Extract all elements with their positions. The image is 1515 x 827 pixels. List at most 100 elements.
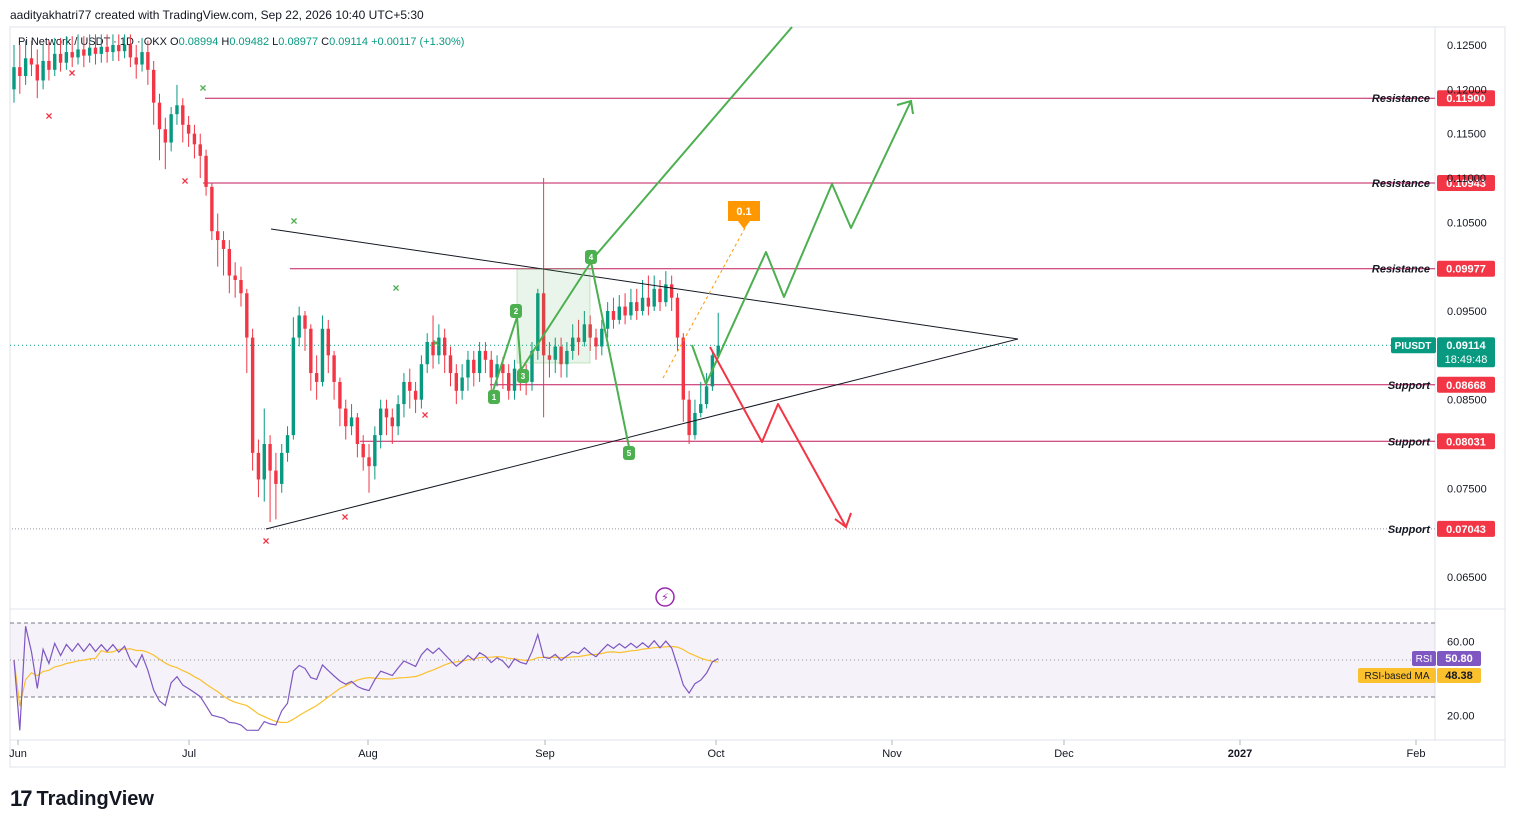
level-lines: Resistance 0.11900 Resistance 0.10943 Resist… <box>10 90 1495 537</box>
candle-body <box>344 408 348 427</box>
chart-grid <box>9 26 1506 768</box>
rsi-ma-value: 48.38 <box>1445 670 1473 682</box>
bearish-path <box>709 346 847 528</box>
candle-body <box>18 67 22 77</box>
candle-body <box>23 58 28 77</box>
candle-body <box>309 328 313 374</box>
candle-body <box>128 45 133 58</box>
candle-body <box>169 114 173 143</box>
candle-body <box>221 240 226 249</box>
lightning-glyph-icon: ⚡ <box>661 592 669 604</box>
ohlc-open-label: O <box>170 36 179 48</box>
candle-body <box>268 444 272 471</box>
time-tick-label: Nov <box>882 748 902 760</box>
wave-label-badge <box>517 369 529 383</box>
candle-body <box>227 248 232 276</box>
bullish-path <box>691 100 912 385</box>
candle-body <box>704 386 709 405</box>
candle-body <box>501 364 505 374</box>
current-price-tag <box>1437 337 1495 368</box>
orange-dashed-projection <box>662 227 746 379</box>
candle-body <box>99 46 103 54</box>
candle-body <box>565 350 569 365</box>
candle-body <box>93 47 98 54</box>
wave-label-badge <box>488 390 500 404</box>
ohlc-high: 0.09482 <box>229 36 270 48</box>
candle-body <box>687 399 691 436</box>
level-label: Support <box>1388 436 1431 448</box>
rsi-line <box>13 626 719 731</box>
axes-layer: 0.12500 0.12000 0.11500 0.11000 0.10500 0.095… <box>9 40 1487 760</box>
pivot-marker-icon: × <box>341 510 348 524</box>
candlestick-series <box>12 34 720 523</box>
level-label: Resistance <box>1372 93 1430 105</box>
ohlc-change: +0.00117 (+1.30%) <box>371 36 465 48</box>
candle-body <box>175 105 179 115</box>
candle-body <box>483 350 488 360</box>
candle-body <box>600 328 604 347</box>
candle-body <box>70 52 74 58</box>
candle-body <box>280 452 284 484</box>
candle-body <box>396 404 400 427</box>
candle-body <box>58 53 63 63</box>
level-price-value: 0.08668 <box>1446 380 1486 392</box>
candle-body <box>448 355 453 374</box>
annotation-badge <box>728 201 760 229</box>
candle-body <box>47 60 51 70</box>
candle-body <box>437 337 441 356</box>
candle-body <box>571 337 575 351</box>
tradingview-logo-icon: 17 <box>10 786 33 811</box>
candle-body <box>250 337 255 453</box>
candle-body <box>512 368 517 391</box>
pivot-marker-icon: × <box>421 408 428 422</box>
pivot-marker-icon: × <box>181 174 188 188</box>
candle-body <box>297 315 301 338</box>
current-symbol: PIUSDT <box>1395 341 1432 352</box>
time-tick-label: Oct <box>707 748 724 760</box>
candle-body <box>361 444 365 458</box>
rsi-ma-line <box>13 645 719 724</box>
candle-body <box>617 306 621 320</box>
level-label: Support <box>1388 380 1431 392</box>
rsi-tick-label: 60.00 <box>1447 637 1475 649</box>
candle-body <box>186 124 191 134</box>
level-price-tag <box>1437 376 1495 393</box>
candle-body <box>163 129 168 143</box>
candle-body <box>390 417 394 427</box>
ohlc-low: 0.08977 <box>278 36 319 48</box>
candle-body <box>105 46 109 53</box>
candle-body <box>652 288 656 307</box>
price-tick-label: 0.09500 <box>1447 306 1487 318</box>
rsi-value-tag <box>1437 651 1481 666</box>
candle-body <box>204 155 208 187</box>
level-price-tag <box>1437 90 1495 107</box>
pivot-marker-icon: × <box>432 336 439 350</box>
tradingview-brand[interactable]: 17 TradingView <box>10 786 154 812</box>
candle-body <box>285 435 290 453</box>
candle-body <box>553 346 557 360</box>
candle-body <box>408 381 412 391</box>
ohlc-close: 0.09114 <box>329 36 369 48</box>
candle-body <box>588 324 592 338</box>
ohlc-high-label: H <box>221 36 230 48</box>
candle-body <box>82 49 86 56</box>
bullish-arrowhead <box>896 99 914 115</box>
pivot-marker-icon: × <box>392 281 399 295</box>
level-price-value: 0.11900 <box>1446 93 1485 105</box>
candle-body <box>245 293 249 338</box>
time-tick-label: Jul <box>182 748 196 760</box>
candle-body <box>442 337 447 356</box>
candle-body <box>623 306 627 316</box>
candle-body <box>76 49 80 58</box>
candle-body <box>210 186 214 232</box>
candle-body <box>378 408 383 436</box>
ohlc-low-label: L <box>272 36 279 48</box>
candle-body <box>629 302 633 316</box>
wave-label-text: 1 <box>492 393 497 402</box>
candle-body <box>216 231 220 241</box>
rsi-pane: 60.00 20.00 RSI 50.80 RSI-based MA 48.38 <box>10 622 1481 731</box>
candle-body <box>326 328 330 356</box>
brand-name: TradingView <box>36 787 154 810</box>
candle-body <box>605 311 610 329</box>
